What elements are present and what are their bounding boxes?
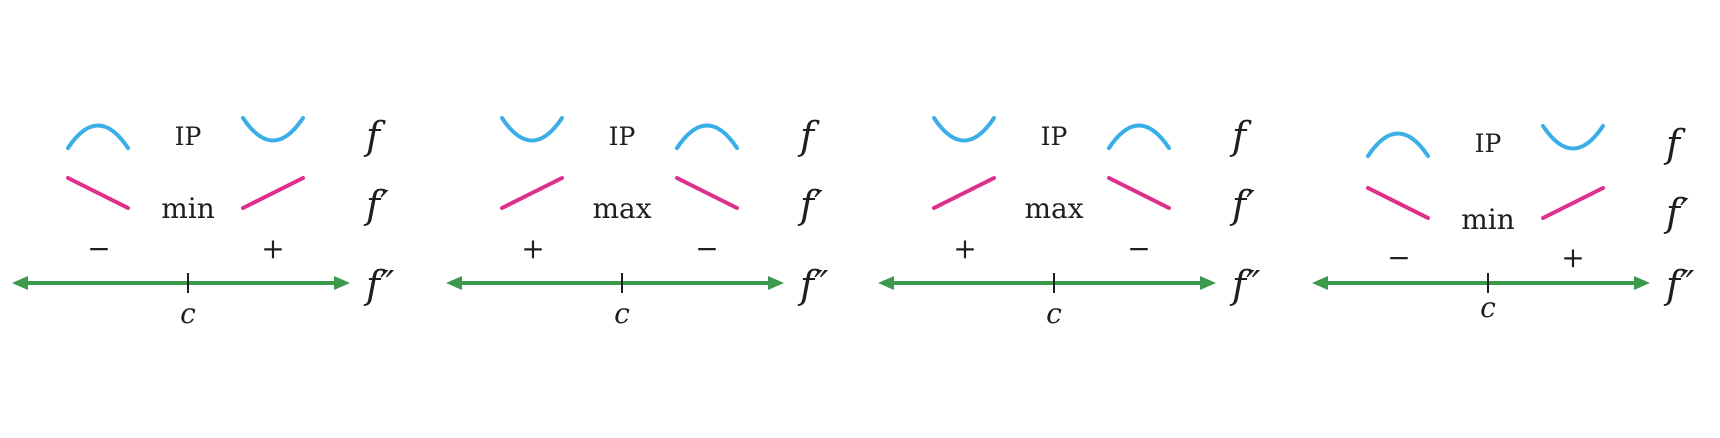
concavity-curve-left [500, 116, 564, 143]
function-label-f: f [1232, 114, 1247, 158]
ip-label: IP [174, 122, 202, 151]
function-label-f: f [1666, 122, 1681, 166]
point-c-label: c [180, 297, 196, 330]
function-label-f-prime: f′ [1666, 191, 1689, 235]
function-label-f-prime: f′ [366, 183, 389, 227]
sign-chart-graphics [12, 116, 350, 293]
ip-label: IP [608, 122, 636, 151]
sign-chart-graphics [1312, 124, 1650, 293]
slope-line-left [66, 176, 130, 210]
sign-chart-graphics [878, 116, 1216, 293]
function-label-f-double-prime: f″ [800, 263, 829, 307]
slope-line-right [1541, 186, 1605, 220]
concavity-curve-left [66, 123, 130, 150]
sign-chart-panel-4: IP min − + c f f′ f″ [1300, 0, 1720, 438]
sign-left: − [87, 232, 111, 265]
sign-left: + [521, 232, 545, 265]
function-label-f-double-prime: f″ [1232, 263, 1261, 307]
number-line [878, 276, 1216, 290]
concavity-curve-left [932, 116, 996, 143]
function-label-f-double-prime: f″ [366, 263, 395, 307]
ip-label: IP [1474, 129, 1502, 158]
function-label-f-prime: f′ [1232, 183, 1255, 227]
function-label-f: f [366, 114, 381, 158]
sign-chart-panel-1: IP min − + c f f′ f″ [0, 0, 430, 438]
slope-line-right [1107, 176, 1171, 210]
sign-left: + [953, 232, 977, 265]
concavity-curve-right [241, 116, 305, 143]
slope-line-left [932, 176, 996, 210]
point-c-label: c [1480, 291, 1496, 324]
number-line [1312, 276, 1650, 290]
slope-line-right [241, 176, 305, 210]
extremum-label: min [161, 192, 215, 225]
point-c-label: c [1046, 297, 1062, 330]
concavity-curve-right [1107, 123, 1171, 150]
number-line [446, 276, 784, 290]
concavity-curve-right [1541, 124, 1605, 151]
number-line [12, 276, 350, 290]
concavity-curve-right [675, 123, 739, 150]
extremum-label: max [592, 192, 652, 225]
sign-chart-panel-2: IP max + − c f f′ f″ [434, 0, 864, 438]
extremum-label: max [1024, 192, 1084, 225]
sign-right: + [261, 232, 285, 265]
function-label-f-prime: f′ [800, 183, 823, 227]
function-label-f: f [800, 114, 815, 158]
sign-left: − [1387, 241, 1411, 274]
sign-right: − [695, 232, 719, 265]
sign-right: − [1127, 232, 1151, 265]
sign-chart-graphics [446, 116, 784, 293]
slope-line-left [1366, 186, 1430, 220]
point-c-label: c [614, 297, 630, 330]
slope-line-left [500, 176, 564, 210]
sign-chart-panel-3: IP max + − c f f′ f″ [866, 0, 1296, 438]
slope-line-right [675, 176, 739, 210]
sign-right: + [1561, 241, 1585, 274]
concavity-curve-left [1366, 131, 1430, 158]
function-label-f-double-prime: f″ [1666, 263, 1695, 307]
ip-label: IP [1040, 122, 1068, 151]
extremum-label: min [1461, 203, 1515, 236]
